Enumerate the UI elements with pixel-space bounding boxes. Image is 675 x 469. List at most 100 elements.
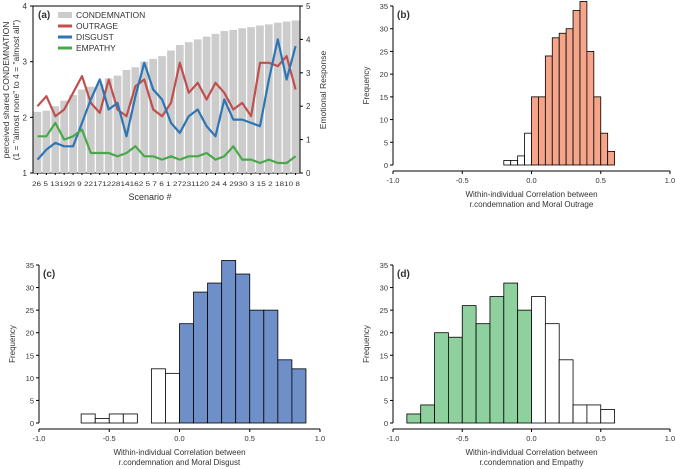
emotion-lines: [36, 38, 297, 165]
ytick-label: 30: [380, 25, 388, 34]
histogram-bar: [600, 132, 609, 166]
left-ytick-label-2: 2: [23, 113, 28, 122]
histogram-bar: [531, 296, 546, 424]
panel-a-xlabel: Scenario #: [128, 192, 171, 202]
x-axis-label-line2: r.condemnation and Empathy: [479, 458, 583, 467]
ytick-label: 20: [380, 70, 388, 79]
histogram-bar: [221, 260, 237, 424]
condemnation-bar-18: [273, 22, 282, 174]
condemnation-bar-5: [42, 110, 51, 173]
histogram-bar: [551, 37, 560, 166]
legend-label-empathy: EMPATHY: [76, 43, 116, 53]
panel-c-histogram: (c) 0 5 10 15 20 25 30 35 -1.0 -0.5 0.0 0.5 1.0 Within…: [8, 260, 325, 467]
x-axis-label: Within-individual Correlation between: [465, 190, 597, 199]
right-ytick-label-5: 5: [306, 2, 311, 11]
histogram-bar: [165, 372, 180, 424]
ytick-label: 5: [30, 396, 34, 405]
ytick-label: 10: [380, 116, 388, 125]
histogram-bar: [420, 404, 435, 424]
xtick-label: 0.0: [174, 434, 184, 443]
empathy-line: [37, 121, 297, 165]
panel-d-histogram: (d) 0 5 10 15 20 25 30 35 -1.0 -0.5 0.0 0.5 1.0 Within…: [362, 261, 675, 467]
histogram-bar: [538, 96, 546, 166]
histogram-bar: [434, 332, 449, 424]
histogram-bar: [475, 323, 491, 424]
ytick-label: 10: [26, 374, 34, 383]
condemnation-bar-28: [113, 75, 122, 173]
condemnation-bar-11: [193, 39, 202, 174]
xtick-label: 0.5: [245, 434, 255, 443]
x-axis-label-line2: r.condemnation and Moral Disgust: [119, 458, 241, 467]
histogram-bar: [544, 323, 560, 424]
histogram-bar: [291, 368, 307, 424]
legend-label-condemnation: CONDEMNATION: [76, 10, 145, 20]
histogram-bar: [249, 309, 265, 424]
xtick-label: 1.0: [315, 434, 325, 443]
ytick-label: 15: [380, 351, 388, 360]
xtick-label: -1.0: [387, 176, 400, 185]
condemnation-bar-20: [202, 36, 211, 173]
condemnation-bar-2: [265, 24, 273, 174]
histogram-bar: [503, 160, 512, 166]
histogram-bar: [524, 132, 532, 166]
ytick-label: 5: [384, 138, 388, 147]
histogram-bar: [586, 51, 595, 166]
ytick-label: 35: [380, 261, 388, 270]
xtick-label: 0.0: [526, 434, 536, 443]
histogram-bar: [572, 404, 588, 424]
xtick-label: -0.5: [456, 434, 469, 443]
condemnation-bar-17: [95, 83, 104, 173]
condemnation-bar-23: [184, 42, 193, 173]
histogram-bar: [150, 368, 166, 424]
xtick-label: -1.0: [33, 434, 46, 443]
histogram-bar: [193, 291, 209, 424]
ytick-label: 35: [26, 261, 34, 270]
histogram-bar: [565, 28, 574, 166]
condemnation-bar-22: [87, 86, 95, 173]
histogram-bar: [108, 413, 124, 424]
ytick-label: 0: [384, 161, 388, 170]
legend-label-disgust: DISGUST: [76, 32, 114, 42]
histogram-bar: [593, 96, 602, 166]
histogram-bar: [607, 150, 615, 166]
panel-label: (b): [397, 10, 410, 21]
left-ytick-label-3: 3: [23, 58, 28, 67]
condemnation-bar-24: [211, 33, 220, 174]
condemnation-bar-29: [229, 29, 238, 174]
y-axis-label: Frequency: [362, 67, 371, 105]
xtick-label: 0.5: [596, 434, 606, 443]
panel-b-histogram: (b) 0 5 10 15 20 25 30 35 -1.0 -0.5 0.0 0.5 1.0 Within…: [362, 1, 675, 209]
right-ytick-label-2: 2: [306, 102, 311, 111]
condemnation-bar-3: [247, 27, 255, 173]
condemnation-bar-13: [51, 106, 60, 173]
histogram-bar: [517, 155, 525, 166]
condemnation-bar-16: [131, 67, 140, 173]
histogram-bar: [179, 323, 194, 424]
panel-a-xtick-labels: 26 5 13192l 9 2217122814162 5 7 6 1 2723…: [32, 181, 300, 188]
histogram-bar: [80, 413, 96, 424]
legend-label-outrage: OUTRAGE: [76, 21, 118, 31]
right-ytick-label-0: 0: [306, 169, 311, 178]
ytick-label: 20: [26, 329, 34, 338]
histogram-bar: [94, 418, 110, 424]
ytick-label: 5: [384, 396, 388, 405]
xtick-label: 0.5: [596, 176, 606, 185]
histogram-bar: [558, 32, 567, 166]
condemnation-bar-21: [69, 95, 77, 173]
right-ytick-label-1: 1: [306, 136, 311, 145]
condemnation-bar-26: [33, 111, 42, 173]
condemnation-bar-14: [122, 70, 131, 173]
ytick-label: 25: [380, 306, 388, 315]
x-axis-label: Within-individual Correlation between: [465, 448, 597, 457]
histogram-bar: [544, 55, 553, 166]
histogram-bar: [235, 273, 251, 424]
condemnation-bar-8: [291, 20, 300, 174]
y-axis-label: Frequency: [362, 325, 371, 363]
ytick-label: 30: [380, 284, 388, 293]
ytick-label: 15: [26, 351, 34, 360]
histogram-bar: [489, 296, 505, 424]
histogram-bar: [122, 413, 138, 424]
panel-label: (c): [43, 269, 55, 280]
ytick-label: 25: [26, 306, 34, 315]
